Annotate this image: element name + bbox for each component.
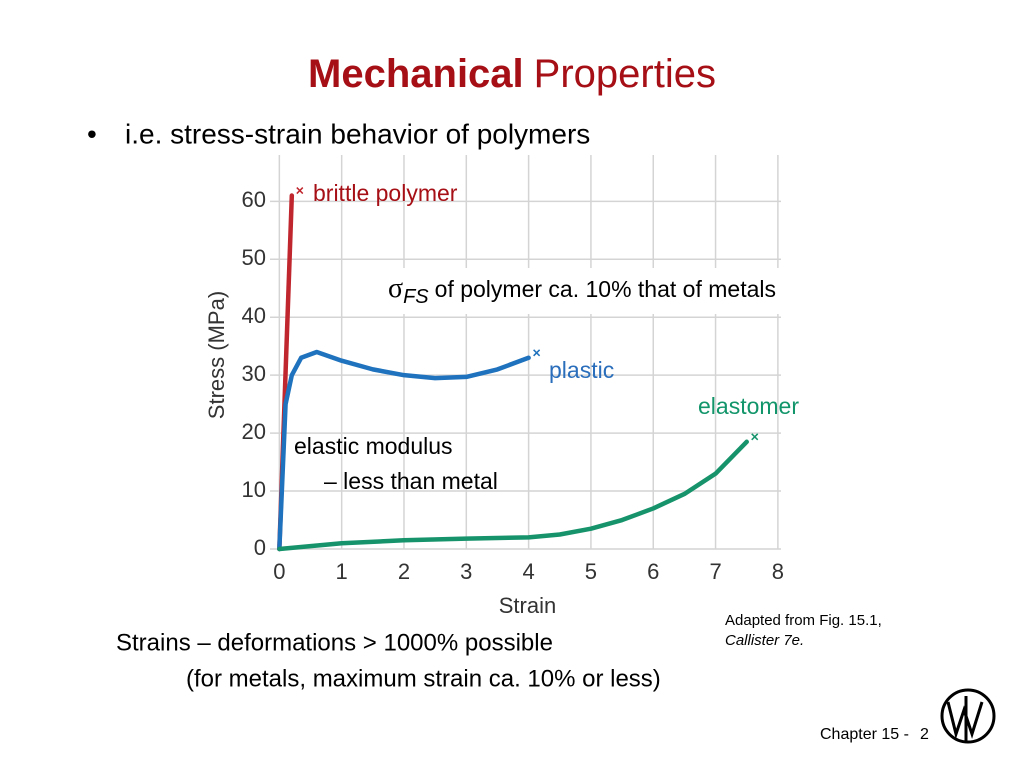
series-line [277,349,531,552]
footer-label: Chapter 15 - [820,726,909,743]
x-tick-label: 6 [647,559,659,584]
sigma-subscript: FS [403,286,429,308]
bullet-dot: • [87,118,97,149]
break-marker [533,349,541,357]
footer-page: 2 [920,726,929,743]
annotation-box [382,268,870,314]
y-tick-label: 50 [242,245,266,270]
slide-title: Mechanical Properties [308,52,716,96]
bullet: i.e. stress-strain behavior of polymers [125,118,590,149]
sigma-annotation: σFS of polymer ca. 10% that of metals [388,273,776,308]
chart: 0 10 20 30 40 50 60 0 1 2 3 4 5 6 7 8 Strain Stress (MPa) [204,155,784,618]
x-tick-label: 2 [398,559,410,584]
sigma: σ [388,273,403,304]
modulus-note: – less than metal [324,468,498,494]
modulus-note: elastic modulus [294,433,453,459]
note: Strains – deformations > 1000% possible [116,629,553,656]
y-tick-label: 40 [242,303,266,328]
source: Adapted from Fig. 15.1, [725,612,882,629]
y-tick-label: 20 [242,419,266,444]
x-tick-label: 7 [709,559,721,584]
x-tick-label: 8 [772,559,784,584]
y-tick-label: 30 [242,361,266,386]
y-tick-label: 10 [242,477,266,502]
y-tick-label: 0 [254,535,266,560]
source: Callister 7e. [725,632,804,649]
break-marker [751,433,759,441]
series-label: plastic [549,357,614,383]
x-tick-label: 3 [460,559,472,584]
y-axis-label: Stress (MPa) [204,291,229,419]
plot-area [270,155,781,549]
title-bold: Mechanical [308,52,524,96]
series-line [277,439,749,552]
x-tick-label: 0 [273,559,285,584]
title-rest: Properties [534,52,716,96]
sigma-text: of polymer ca. 10% that of metals [435,276,776,302]
x-tick-label: 1 [336,559,348,584]
x-tick-label: 4 [522,559,534,584]
x-axis-label: Strain [499,593,556,618]
series-label: elastomer [698,393,799,419]
y-tick-label: 60 [242,187,266,212]
x-tick-label: 5 [585,559,597,584]
note: (for metals, maximum strain ca. 10% or l… [186,665,661,692]
series-label: brittle polymer [313,180,458,206]
logo [940,688,996,744]
break-marker [296,187,304,195]
